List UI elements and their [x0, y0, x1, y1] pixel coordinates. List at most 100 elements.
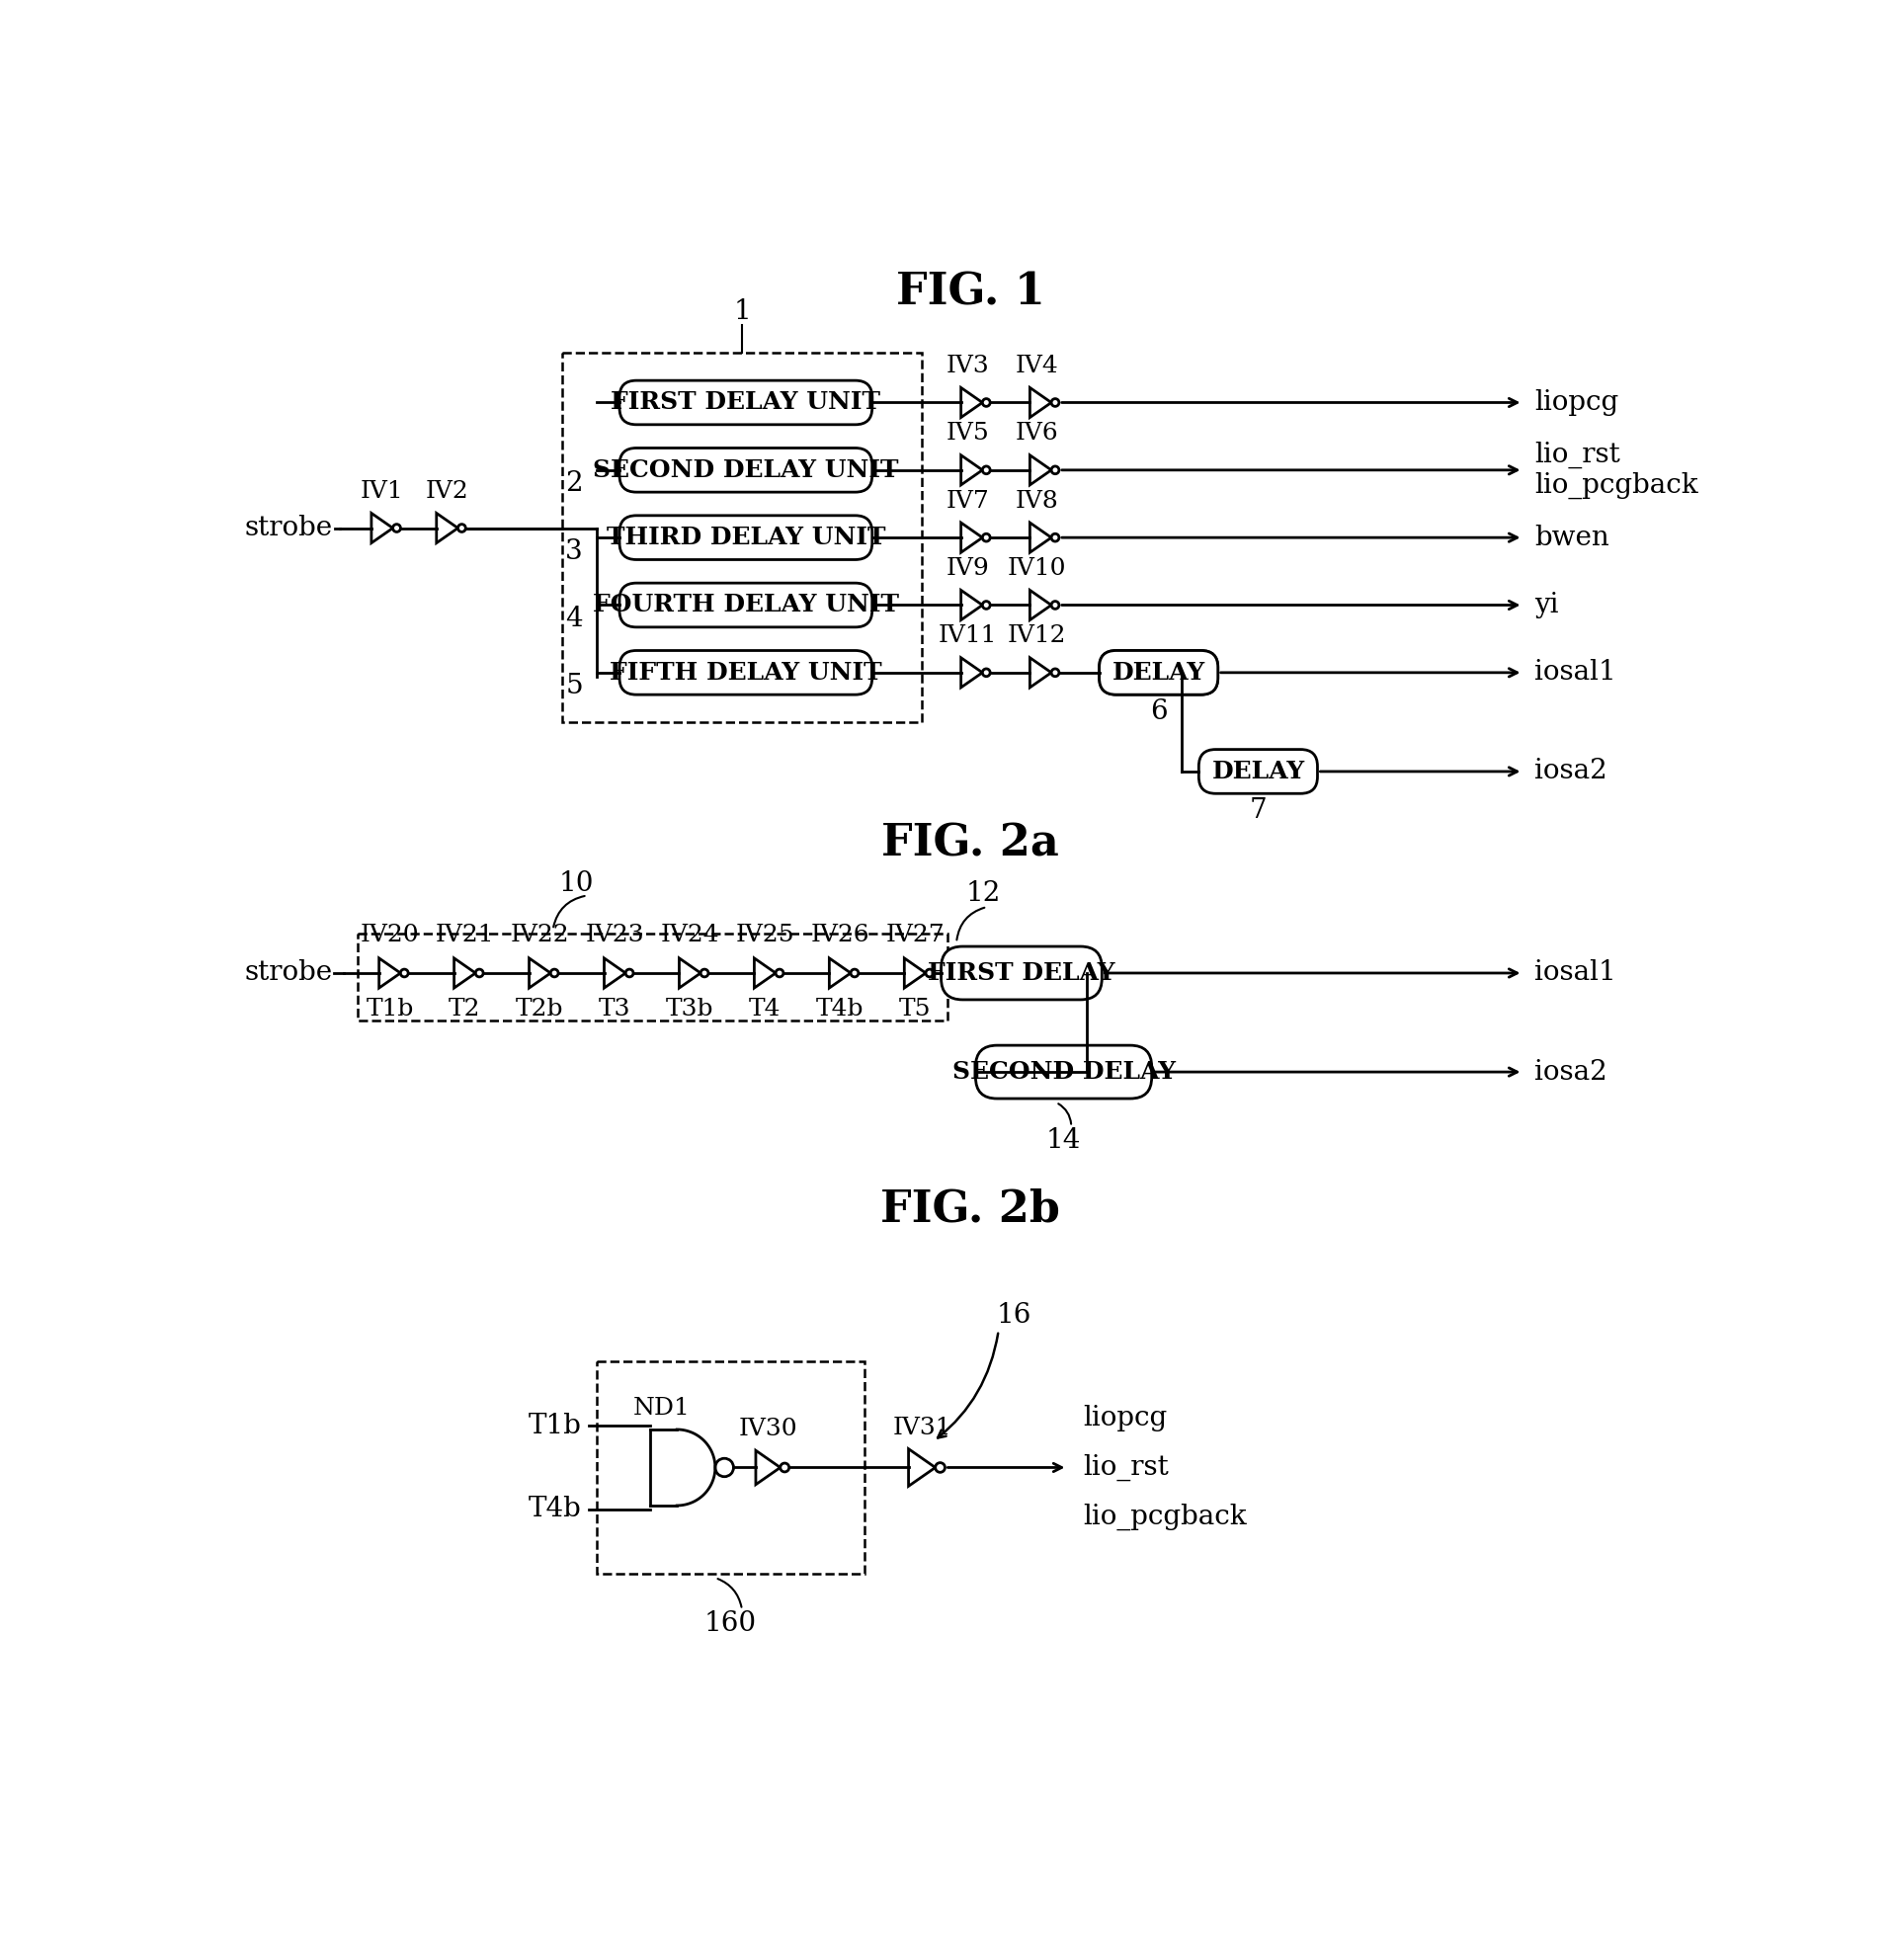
Text: 7: 7 [1249, 798, 1266, 823]
Circle shape [926, 970, 933, 976]
Polygon shape [753, 958, 776, 988]
Text: iosa2: iosa2 [1535, 1058, 1607, 1086]
Circle shape [716, 1458, 734, 1476]
Text: FIG. 2b: FIG. 2b [880, 1188, 1060, 1231]
FancyBboxPatch shape [1198, 749, 1318, 794]
Text: 14: 14 [1047, 1127, 1081, 1154]
FancyBboxPatch shape [619, 651, 873, 694]
Text: FIRST DELAY UNIT: FIRST DELAY UNIT [611, 390, 880, 414]
Text: 6: 6 [1149, 698, 1168, 725]
Circle shape [625, 970, 634, 976]
Polygon shape [962, 388, 982, 417]
FancyBboxPatch shape [619, 380, 873, 425]
Polygon shape [371, 514, 394, 543]
Text: SECOND DELAY: SECOND DELAY [952, 1060, 1176, 1084]
Polygon shape [530, 958, 551, 988]
Circle shape [475, 970, 483, 976]
Text: IV4: IV4 [1015, 355, 1058, 378]
Text: IV12: IV12 [1007, 625, 1066, 647]
Text: lio_pcgback: lio_pcgback [1083, 1503, 1247, 1531]
Polygon shape [1030, 659, 1051, 688]
Circle shape [982, 533, 990, 541]
Text: T3: T3 [598, 998, 630, 1021]
Text: T1b: T1b [528, 1413, 581, 1439]
Text: IV27: IV27 [886, 923, 945, 947]
Text: T4b: T4b [816, 998, 863, 1021]
Bar [562, 353, 922, 721]
Polygon shape [755, 1450, 780, 1484]
Text: IV30: IV30 [738, 1417, 797, 1441]
Text: IV22: IV22 [511, 923, 570, 947]
Text: SECOND DELAY UNIT: SECOND DELAY UNIT [593, 459, 899, 482]
Text: IV31: IV31 [892, 1417, 952, 1439]
Text: 160: 160 [704, 1609, 757, 1637]
Circle shape [394, 523, 401, 531]
Text: IV7: IV7 [946, 490, 990, 512]
Text: DELAY: DELAY [1212, 760, 1304, 784]
Text: 10: 10 [558, 870, 593, 898]
Text: IV24: IV24 [661, 923, 719, 947]
Text: IV21: IV21 [435, 923, 494, 947]
Text: FOURTH DELAY UNIT: FOURTH DELAY UNIT [593, 594, 899, 617]
Circle shape [982, 398, 990, 406]
Text: ND1: ND1 [632, 1397, 691, 1419]
Text: IV5: IV5 [946, 421, 990, 445]
Bar [596, 1360, 865, 1574]
Text: T4b: T4b [528, 1495, 581, 1523]
Text: FIRST DELAY: FIRST DELAY [928, 960, 1115, 986]
Circle shape [700, 970, 708, 976]
Polygon shape [604, 958, 625, 988]
Text: 4: 4 [566, 606, 583, 633]
Text: IV1: IV1 [360, 480, 403, 504]
Text: THIRD DELAY UNIT: THIRD DELAY UNIT [606, 525, 886, 549]
FancyBboxPatch shape [619, 582, 873, 627]
Text: bwen: bwen [1535, 523, 1609, 551]
Text: IV25: IV25 [736, 923, 795, 947]
FancyBboxPatch shape [619, 515, 873, 561]
Text: T1b: T1b [365, 998, 415, 1021]
Text: T2b: T2b [517, 998, 564, 1021]
Polygon shape [1030, 388, 1051, 417]
Polygon shape [680, 958, 700, 988]
Text: T3b: T3b [666, 998, 714, 1021]
Text: yi: yi [1535, 592, 1558, 619]
Circle shape [401, 970, 409, 976]
Circle shape [551, 970, 558, 976]
Text: T2: T2 [449, 998, 481, 1021]
Text: IV8: IV8 [1015, 490, 1058, 512]
Text: IV6: IV6 [1015, 421, 1058, 445]
Circle shape [780, 1462, 789, 1472]
Text: iosal1: iosal1 [1535, 659, 1617, 686]
Text: IV2: IV2 [426, 480, 469, 504]
Text: iosa2: iosa2 [1535, 759, 1607, 784]
Text: strobe: strobe [244, 515, 333, 541]
FancyBboxPatch shape [1100, 651, 1217, 694]
Text: liopcg: liopcg [1083, 1405, 1166, 1431]
Polygon shape [909, 1448, 935, 1486]
Text: 1: 1 [733, 298, 752, 325]
Text: 3: 3 [566, 537, 583, 564]
FancyBboxPatch shape [941, 947, 1102, 1000]
Text: IV26: IV26 [810, 923, 869, 947]
Text: FIG. 2a: FIG. 2a [882, 823, 1058, 864]
Polygon shape [905, 958, 926, 988]
Text: 5: 5 [566, 672, 583, 700]
Text: IV3: IV3 [946, 355, 990, 378]
Bar [358, 933, 946, 1021]
Polygon shape [962, 590, 982, 619]
Polygon shape [454, 958, 475, 988]
Circle shape [1051, 466, 1058, 474]
Polygon shape [962, 659, 982, 688]
FancyBboxPatch shape [619, 449, 873, 492]
Polygon shape [962, 455, 982, 484]
Text: T5: T5 [899, 998, 931, 1021]
Polygon shape [1030, 455, 1051, 484]
Polygon shape [829, 958, 850, 988]
Text: T4: T4 [750, 998, 782, 1021]
Text: liopcg: liopcg [1535, 390, 1619, 416]
Circle shape [458, 523, 466, 531]
Text: iosal1: iosal1 [1535, 960, 1617, 986]
Text: IV10: IV10 [1007, 557, 1066, 580]
Circle shape [982, 668, 990, 676]
Text: 2: 2 [566, 470, 583, 498]
